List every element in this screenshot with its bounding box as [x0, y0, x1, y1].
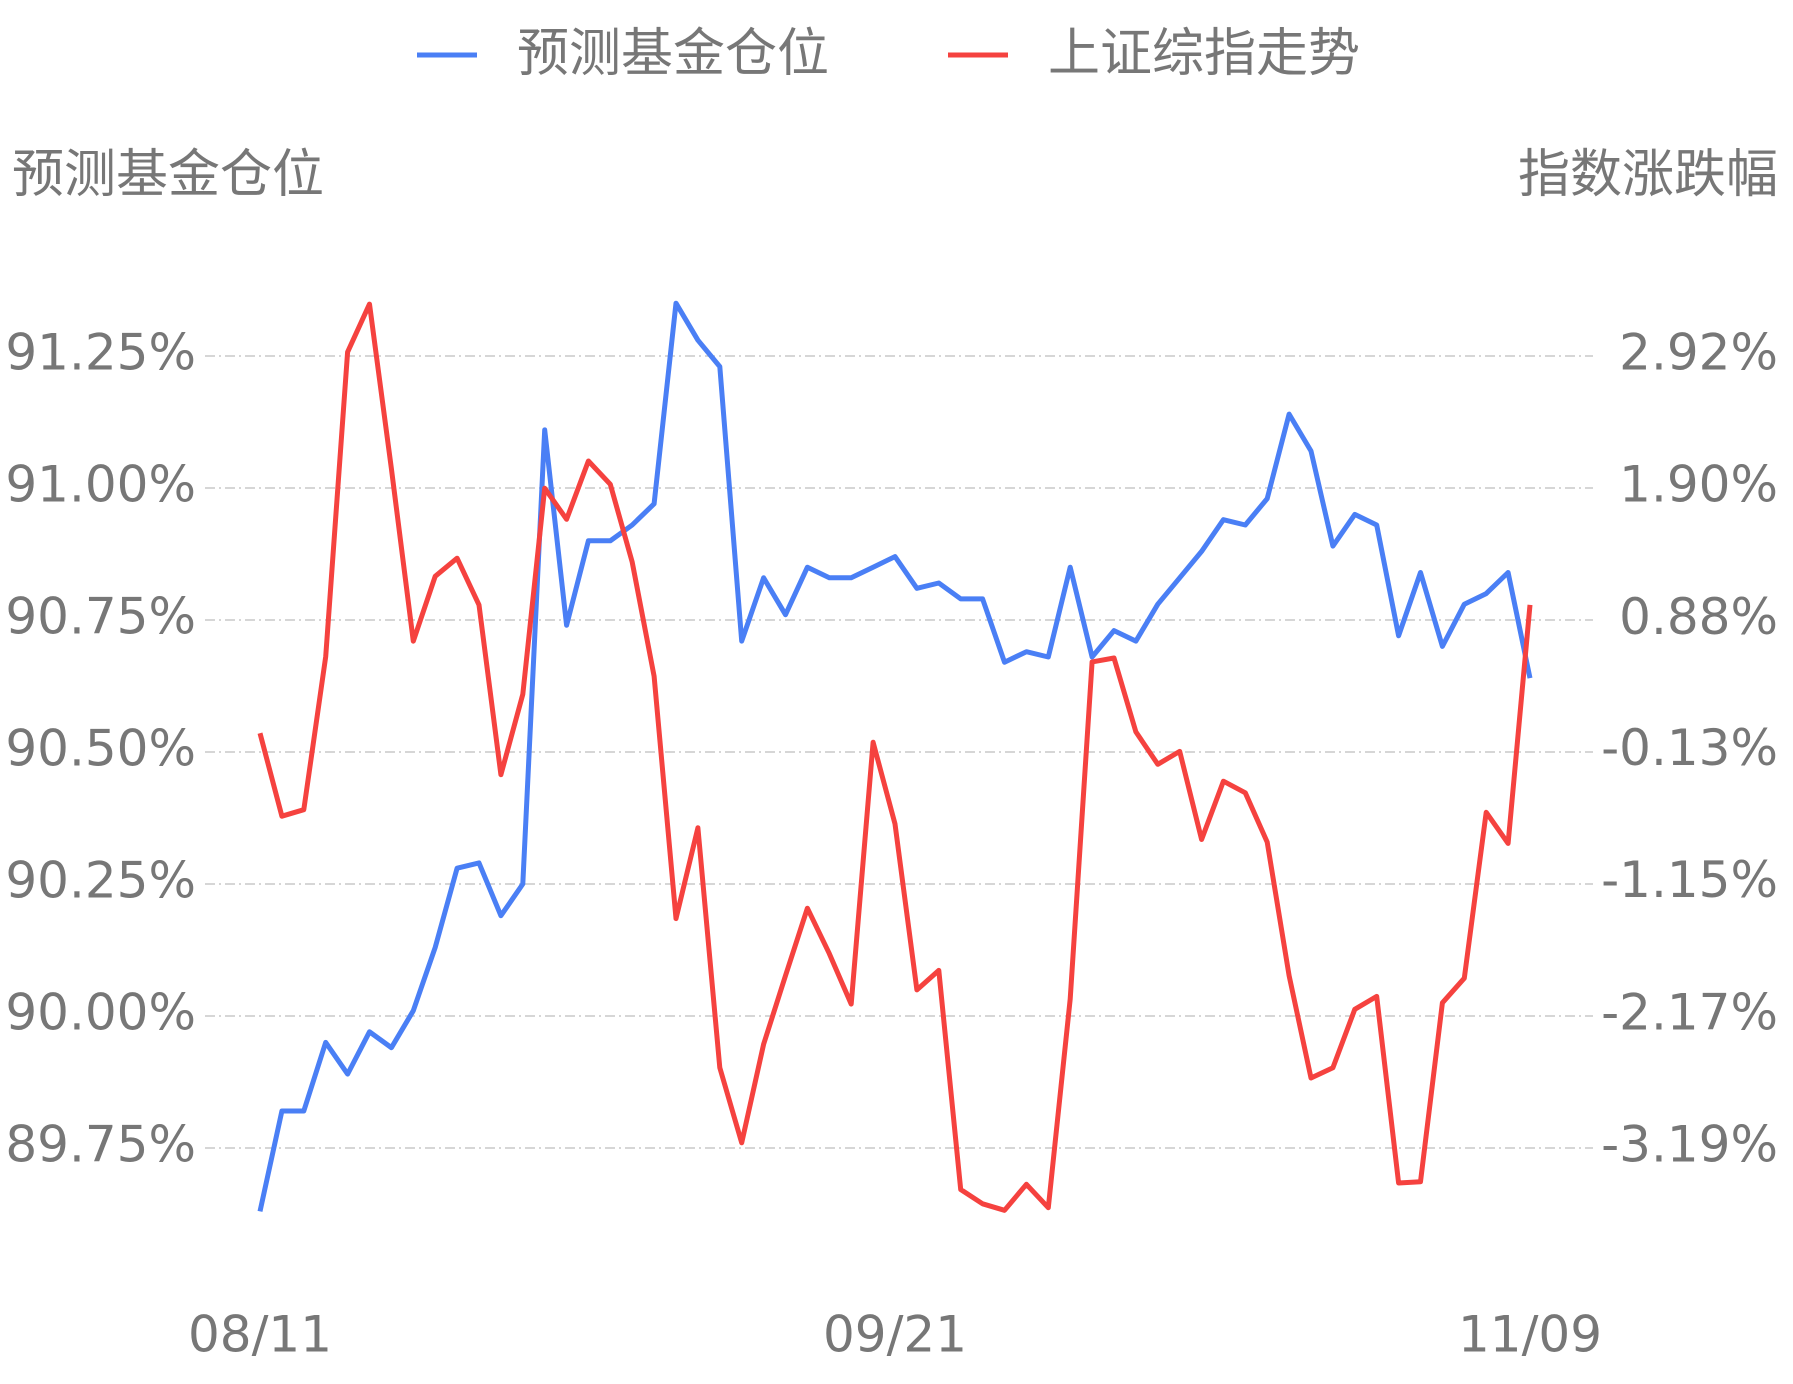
- y2-axis-title: 指数涨跌幅: [1518, 145, 1778, 205]
- y2-tick-label: 2.92%: [1619, 323, 1778, 381]
- y2-tick-label: -0.13%: [1601, 719, 1778, 777]
- series-line: [257, 301, 1533, 1213]
- y-axis-title: 预测基金仓位: [12, 145, 324, 205]
- y2-tick-label: -1.15%: [1601, 851, 1778, 909]
- y-tick-label: 91.00%: [5, 456, 196, 514]
- y-tick-label: 90.50%: [5, 720, 196, 778]
- legend-label: 上证综指走势: [1048, 24, 1360, 84]
- y-tick-label: 90.75%: [5, 588, 196, 646]
- series-line: [257, 300, 1533, 1212]
- y2-tick-label: 0.88%: [1619, 588, 1778, 646]
- y-tick-label: 90.25%: [5, 852, 196, 910]
- y2-tick-label: -2.17%: [1601, 983, 1778, 1041]
- y-tick-label: 90.00%: [5, 984, 196, 1042]
- legend-label: 预测基金仓位: [517, 24, 829, 84]
- x-tick-label: 11/09: [1458, 1306, 1602, 1364]
- y-tick-label: 89.75%: [5, 1116, 196, 1174]
- y-tick-label: 91.25%: [5, 324, 196, 382]
- y2-tick-label: 1.90%: [1619, 456, 1778, 514]
- y2-tick-label: -3.19%: [1601, 1116, 1778, 1174]
- x-tick-label: 08/11: [188, 1306, 332, 1364]
- x-tick-label: 09/21: [823, 1306, 967, 1364]
